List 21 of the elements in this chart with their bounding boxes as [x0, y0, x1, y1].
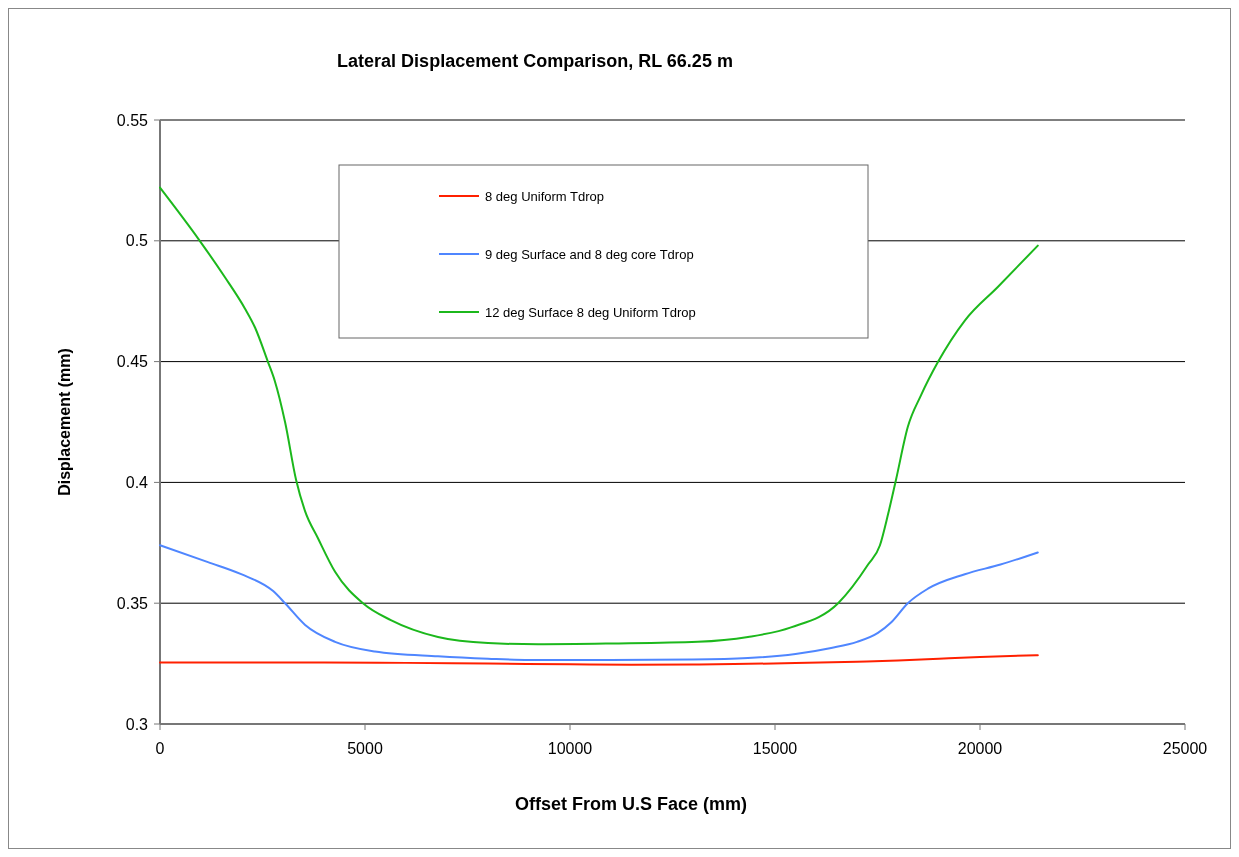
x-axis-title: Offset From U.S Face (mm) [514, 794, 748, 814]
legend-label: 12 deg Surface 8 deg Uniform Tdrop [485, 304, 696, 320]
y-tick-label: 0.55 [116, 111, 149, 129]
y-tick-label: 0.4 [125, 474, 149, 491]
legend-label: 9 deg Surface and 8 deg core Tdrop [485, 246, 694, 262]
chart-title: Lateral Displacement Comparison, RL 66.25 m [337, 51, 733, 71]
y-tick-label: 0.5 [125, 232, 149, 250]
y-tick-label: 0.35 [116, 594, 149, 612]
line-series [159, 186, 1039, 646]
y-tick-label: 0.3 [125, 715, 149, 733]
y-tick-label: 0.45 [116, 353, 149, 371]
legend-label: 8 deg Uniform Tdrop [485, 188, 604, 204]
x-tick-label: 20000 [957, 740, 1003, 757]
x-tick-label: 0 [155, 740, 165, 757]
x-tick-label: 15000 [752, 740, 798, 757]
x-tick-label: 10000 [547, 740, 593, 757]
x-tick-label: 25000 [1162, 740, 1208, 757]
line-series [159, 654, 1039, 666]
line-series [159, 544, 1039, 661]
x-tick-label: 5000 [347, 740, 383, 757]
y-axis-title: Displacement (mm) [56, 348, 73, 496]
